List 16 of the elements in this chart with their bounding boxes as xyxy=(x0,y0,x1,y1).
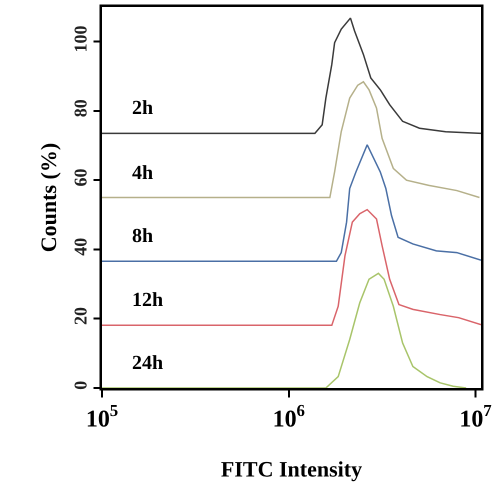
y-axis-title: Counts (%) xyxy=(36,142,61,252)
series-label: 24h xyxy=(132,352,164,374)
series-label: 2h xyxy=(132,97,154,119)
series-label: 8h xyxy=(132,225,154,247)
x-tick-label: 10$^{5}$ xyxy=(86,401,118,432)
x-tick-label: 10$^{6}$ xyxy=(272,401,305,432)
y-tick-label: 20 xyxy=(70,307,90,326)
series-label: 4h xyxy=(132,162,154,184)
y-tick-label: 0 xyxy=(70,380,90,390)
y-tick-label: 40 xyxy=(70,238,90,256)
series-label: 12h xyxy=(132,289,164,311)
y-tick-label: 80 xyxy=(70,99,90,118)
x-axis-title: FITC Intensity xyxy=(220,456,362,482)
y-tick-label: 100 xyxy=(70,25,90,52)
y-tick-label: 60 xyxy=(70,168,90,186)
x-tick-label: 10$^{7}$ xyxy=(459,401,492,432)
